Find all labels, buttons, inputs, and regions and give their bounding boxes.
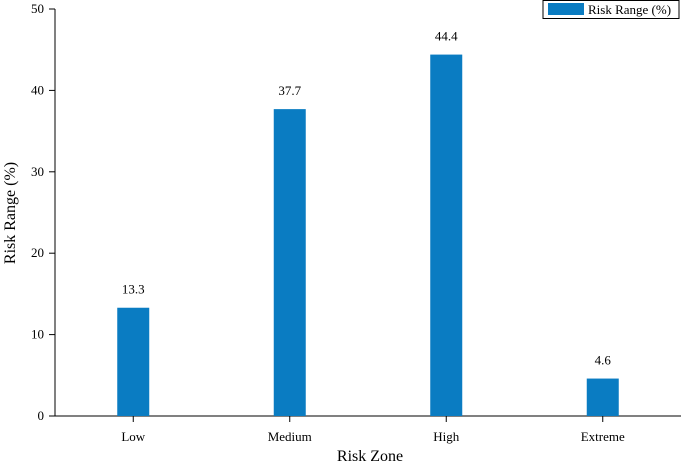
y-tick-label: 10: [31, 327, 44, 342]
y-tick-label: 30: [31, 164, 44, 179]
x-axis-title: Risk Zone: [337, 448, 403, 462]
legend-label: Risk Range (%): [588, 2, 671, 17]
x-tick-label: Medium: [268, 429, 312, 444]
y-tick-label: 20: [31, 245, 44, 260]
x-tick-label: High: [433, 429, 460, 444]
bar-extreme: [586, 378, 619, 416]
legend-swatch: [548, 3, 584, 15]
y-axis-title: Risk Range (%): [2, 162, 19, 264]
x-tick-label: Low: [121, 429, 145, 444]
data-label: 37.7: [278, 83, 301, 98]
bar-high: [430, 54, 463, 417]
x-tick-label: Extreme: [581, 429, 625, 444]
y-tick-label: 40: [31, 82, 44, 97]
y-tick-label: 0: [38, 408, 45, 423]
data-label: 44.4: [435, 29, 458, 44]
y-axis: 0 10 20 30 40 50: [31, 1, 56, 423]
x-axis: Low Medium High Extreme: [55, 415, 681, 444]
data-label: 13.3: [122, 282, 145, 297]
legend: Risk Range (%): [542, 0, 680, 19]
bar-low: [117, 307, 150, 416]
bar-medium: [273, 109, 306, 416]
y-tick-label: 50: [31, 1, 44, 16]
bars: [117, 54, 619, 417]
data-labels: 13.3 37.7 44.4 4.6: [122, 29, 612, 368]
data-label: 4.6: [595, 353, 612, 368]
